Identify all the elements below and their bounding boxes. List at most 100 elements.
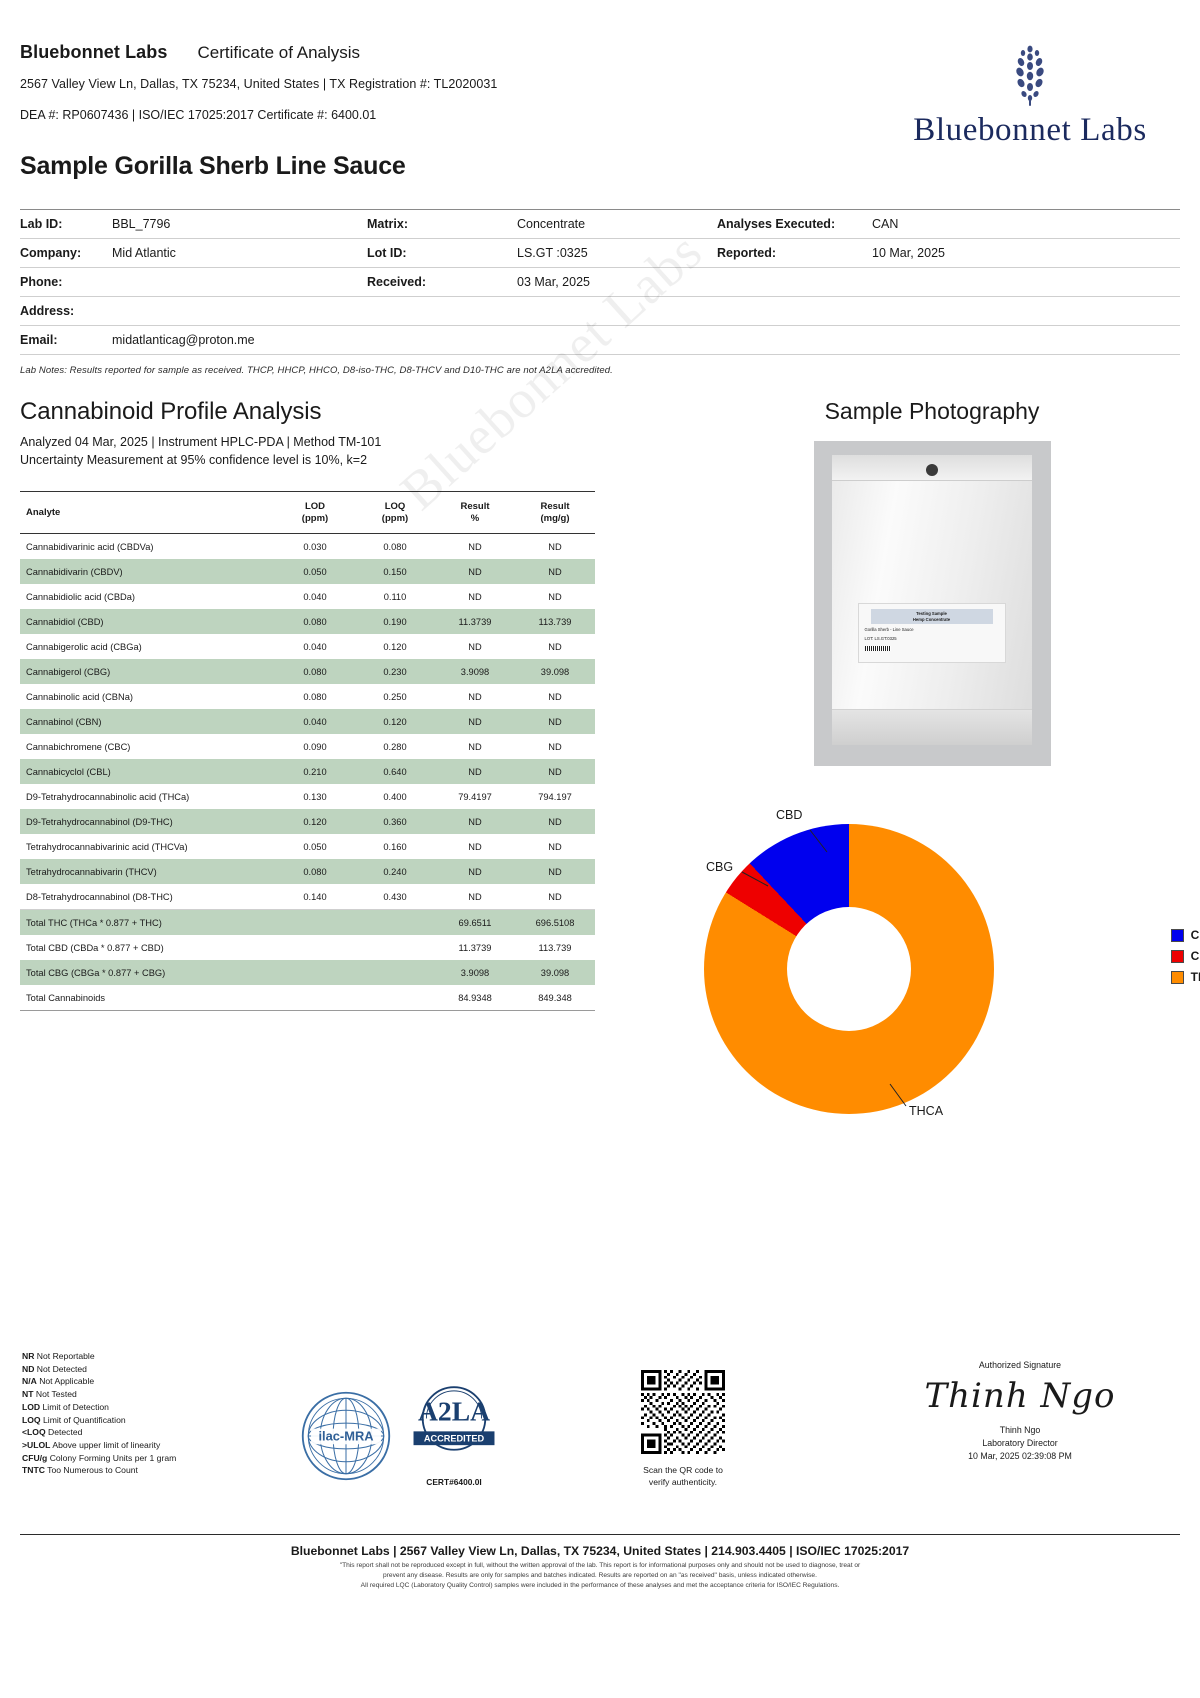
info-value: LS.GT :0325: [517, 238, 717, 268]
col-lod: LOD (ppm): [275, 491, 355, 534]
table-row: Company: Mid Atlantic Lot ID: LS.GT :032…: [20, 238, 1180, 268]
cell-lod: [275, 960, 355, 985]
cell-lod: 0.210: [275, 759, 355, 784]
cell-result-mgg: ND: [515, 759, 595, 784]
qr-verification[interactable]: Scan the QR code to verify authenticity.: [628, 1370, 738, 1488]
signature-heading: Authorized Signature: [978, 1360, 1062, 1370]
table-row: Cannabinol (CBN) 0.040 0.120 ND ND: [20, 709, 595, 734]
pouch-label-heading: Testing Sample Hemp Concentrate: [870, 609, 993, 625]
cell-loq: [355, 909, 435, 935]
slice-label-cbd: CBD: [776, 808, 803, 822]
pouch-hang-hole: [925, 464, 938, 476]
cell-result-percent: 79.4197: [458, 791, 492, 802]
info-value: 03 Mar, 2025: [517, 267, 717, 297]
legend-swatch: [1170, 949, 1184, 963]
cell-analyte: D9-Tetrahydrocannabinol (D9-THC): [20, 809, 275, 834]
cell-result-percent: 69.6511: [435, 909, 515, 935]
cell-lod: 0.030: [303, 541, 327, 552]
table-row: Cannabigerol (CBG) 0.080 0.230 3.9098 39.098: [20, 659, 595, 684]
info-value: 10 Mar, 2025: [872, 238, 1180, 268]
cannabinoid-results-table: Analyte LOD (ppm) LOQ (ppm) Result %: [20, 491, 595, 1011]
info-label: Matrix:: [367, 209, 517, 239]
cell-result-percent: ND: [468, 891, 482, 902]
abbreviation-key: LOD: [22, 1401, 41, 1412]
info-label: Analyses Executed:: [717, 209, 872, 239]
cell-loq: [355, 935, 435, 960]
slice-label-cbg: CBG: [706, 860, 734, 874]
lab-name: Bluebonnet Labs: [20, 42, 168, 62]
info-value: Concentrate: [517, 209, 717, 239]
cell-result-percent: ND: [468, 841, 482, 852]
cell-result-percent: ND: [435, 759, 515, 784]
legend-label: CBD: [1190, 928, 1200, 942]
cell-analyte: Total Cannabinoids: [20, 985, 275, 1011]
table-row: Total THC (THCa * 0.877 + THC) 69.6511 696…: [20, 909, 595, 935]
cell-result-mgg: ND: [548, 841, 562, 852]
abbreviation-key: N/A: [22, 1376, 37, 1387]
abbreviation-item: N/A Not Applicable: [22, 1375, 176, 1388]
table-row: Cannabichromene (CBC) 0.090 0.280 ND ND: [20, 734, 595, 759]
signature-image: Thinh Ngo: [924, 1376, 1116, 1416]
cell-analyte: Cannabidivarin (CBDV): [20, 559, 275, 584]
pouch-image: Testing Sample Hemp Concentrate Gorilla S…: [831, 455, 1032, 745]
table-row: Cannabicyclol (CBL) 0.210 0.640 ND ND: [20, 759, 595, 784]
cell-lod: 0.050: [275, 559, 355, 584]
cell-result-mgg: ND: [548, 691, 562, 702]
cell-result-percent: ND: [468, 641, 482, 652]
cell-loq: 0.120: [355, 709, 435, 734]
cell-lod: [275, 909, 355, 935]
legend-label: THCA: [1190, 970, 1200, 984]
sample-info-table: Lab ID: BBL_7796 Matrix: Concentrate Ana…: [20, 209, 1180, 355]
cell-loq: 0.250: [383, 691, 407, 702]
a2la-cert-number: CERT#6400.0I: [426, 1477, 482, 1487]
info-label: Phone:: [20, 267, 112, 297]
cell-result-percent: ND: [468, 741, 482, 752]
footer-bar: Bluebonnet Labs | 2567 Valley View Ln, D…: [0, 1534, 1200, 1592]
cell-result-percent: ND: [468, 591, 482, 602]
info-label: [717, 267, 872, 297]
info-label: [717, 325, 872, 355]
cell-result-percent: ND: [468, 541, 482, 552]
cell-loq: 0.400: [383, 791, 407, 802]
info-value: [517, 325, 717, 355]
cell-result-mgg: ND: [515, 709, 595, 734]
qr-caption-line1: Scan the QR code to: [643, 1465, 723, 1475]
cell-loq: 0.640: [355, 759, 435, 784]
abbreviation-text: Limit of Detection: [40, 1401, 109, 1412]
cell-result-percent: 3.9098: [435, 960, 515, 985]
cell-result-mgg: 39.098: [515, 659, 595, 684]
cell-lod: 0.090: [303, 741, 327, 752]
cell-analyte: Cannabigerol (CBG): [20, 659, 275, 684]
info-label: Lot ID:: [367, 238, 517, 268]
cell-lod: 0.080: [275, 659, 355, 684]
info-value: [872, 325, 1180, 355]
legend-swatch: [1170, 928, 1184, 942]
cell-loq: 0.080: [383, 541, 407, 552]
table-row: Cannabidiol (CBD) 0.080 0.190 11.3739 113.73…: [20, 609, 595, 634]
cell-analyte: Cannabidiol (CBD): [20, 609, 275, 634]
cell-lod: 0.080: [303, 691, 327, 702]
table-row: D8-Tetrahydrocannabinol (D8-THC) 0.140 0.4…: [20, 884, 595, 910]
legend-item: CBG: [1170, 949, 1200, 963]
cell-loq: 0.190: [355, 609, 435, 634]
footer-divider: [20, 1534, 1180, 1535]
abbreviation-key: CFU/g: [22, 1452, 48, 1463]
info-label: Reported:: [717, 238, 872, 268]
qr-caption: Scan the QR code to verify authenticity.: [628, 1465, 738, 1488]
table-row: Total CBD (CBDa * 0.877 + CBD) 11.3739 113…: [20, 935, 595, 960]
cell-result-percent: 3.9098: [435, 659, 515, 684]
cell-result-mgg: 794.197: [538, 791, 572, 802]
info-label: Lab ID:: [20, 209, 112, 239]
qr-code-icon[interactable]: [641, 1370, 725, 1454]
signer-name: Thinh Ngo: [999, 1425, 1041, 1435]
sample-title: Sample Gorilla Sherb Line Sauce: [20, 152, 406, 180]
cell-analyte: Cannabidivarinic acid (CBDVa): [26, 541, 154, 552]
abbreviation-key: <LOQ: [22, 1427, 46, 1438]
signature-block: Authorized Signature Thinh Ngo Thinh Ngo…: [880, 1360, 1160, 1464]
chart-legend: CBD CBG THCA: [1170, 928, 1200, 991]
cell-loq: 0.360: [355, 809, 435, 834]
table-row: Email: midatlanticag@proton.me: [20, 325, 1180, 355]
pouch-top: [831, 455, 1032, 481]
abbreviation-key: >ULOL: [22, 1440, 51, 1451]
cell-analyte: Cannabidiolic acid (CBDa): [26, 591, 136, 602]
